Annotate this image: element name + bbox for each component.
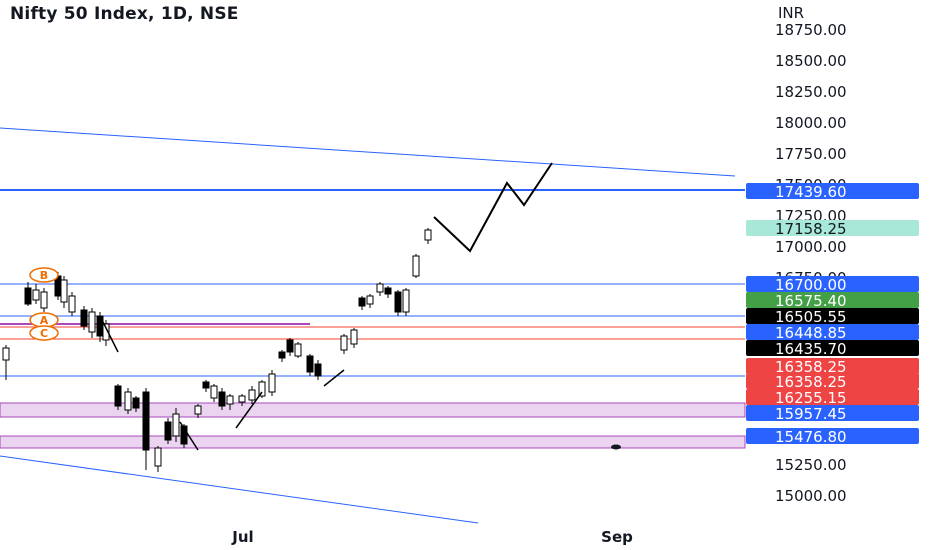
candle [294,342,302,358]
candle [32,284,40,304]
chart-title: Nifty 50 Index, 1D, NSE [10,4,239,24]
pattern-labels: B A C [29,267,59,341]
candle [248,386,256,404]
y-tick: 15250.00 [775,456,847,474]
y-tick: 18500.00 [775,52,847,70]
y-tick: 18750.00 [775,21,847,39]
candle [194,404,202,418]
candle [218,388,226,410]
price-badge: 16575.40 [746,292,919,310]
candle [424,228,432,244]
candles [2,228,432,472]
candle [114,384,122,410]
zone-lower [0,435,746,449]
price-badge: 16505.55 [746,308,919,326]
price-badge: 17158.25 [746,220,919,238]
price-badge: 16700.00 [746,276,919,294]
candle [2,345,10,380]
candle [164,418,172,444]
candle [394,290,402,316]
marker-dot [611,444,621,450]
price-badge: 16448.85 [746,324,919,342]
candle [142,388,150,470]
svg-text:16505.55: 16505.55 [775,308,847,326]
candle [286,338,294,356]
svg-text:17158.25: 17158.25 [775,220,847,238]
candle [358,296,366,310]
candle [124,388,132,414]
price-badge: 15957.45 [746,405,919,423]
pattern-label-b: B [40,269,48,282]
pattern-label-c: C [40,327,48,340]
svg-text:16255.15: 16255.15 [775,389,847,407]
candle [376,282,384,296]
drawing-stroke [235,391,263,429]
svg-text:15476.80: 15476.80 [775,428,847,446]
candle [278,350,286,362]
price-badge: 16358.25 [746,358,919,376]
x-tick-sep: Sep [601,528,633,546]
candle [384,286,392,298]
time-axis[interactable]: Jul Sep [231,528,633,546]
svg-text:16448.85: 16448.85 [775,324,847,342]
y-tick: 18250.00 [775,83,847,101]
drawing-stroke [179,421,199,451]
candle [80,306,88,330]
price-badge: 16358.25 [746,373,919,391]
candle [172,408,180,442]
price-badge: 15476.80 [746,428,919,446]
price-badge: 16255.15 [746,389,919,407]
candle [366,294,374,308]
svg-text:16435.70: 16435.70 [775,340,847,358]
candle [132,396,140,412]
candle [60,276,68,308]
pattern-label-a: A [40,314,49,327]
candle [102,320,110,346]
projection-path [433,162,553,253]
candle [402,288,410,316]
x-tick-jul: Jul [231,528,253,546]
y-tick: 15000.00 [775,487,847,505]
candle [268,370,276,396]
zone-upper [0,402,746,418]
candle [314,360,322,380]
svg-text:16358.25: 16358.25 [775,373,847,391]
currency-label: INR [778,4,804,22]
candle [210,384,218,402]
svg-text:17439.60: 17439.60 [775,183,847,201]
candle [154,446,162,472]
y-tick: 18000.00 [775,114,847,132]
candle [340,334,348,354]
candle [226,394,234,410]
svg-text:15957.45: 15957.45 [775,405,847,423]
candle [68,292,76,316]
y-tick: 17750.00 [775,145,847,163]
candle [202,380,210,392]
candle [96,312,104,342]
candle [40,288,48,312]
candle [306,354,314,376]
candle [258,380,266,398]
y-tick: 17000.00 [775,238,847,256]
drawing-stroke [101,319,119,353]
candle [350,328,358,348]
candle [24,282,32,306]
candle [88,308,96,338]
price-badge: 17439.60 [746,183,919,201]
candle [412,254,420,278]
candle [238,394,246,406]
svg-text:16700.00: 16700.00 [775,276,847,294]
price-badge: 16435.70 [746,340,919,358]
drawing-stroke [323,369,345,387]
trendline-upper [0,127,736,177]
svg-text:16575.40: 16575.40 [775,292,847,310]
trendline-lower [0,455,479,524]
svg-text:16358.25: 16358.25 [775,358,847,376]
price-badges: 17439.60 17158.25 16700.0016575.4016505.55… [746,183,919,446]
